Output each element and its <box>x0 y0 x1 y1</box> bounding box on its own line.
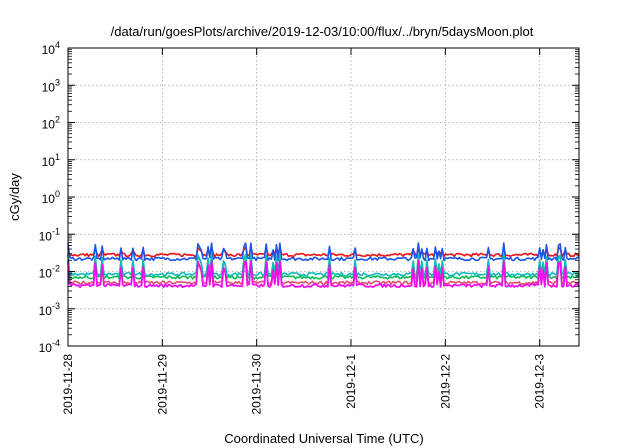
series-line <box>67 253 580 277</box>
y-tick-label-base: 10 <box>42 43 56 57</box>
y-axis-title: cGy/day <box>7 173 22 221</box>
y-tick-label: 100 <box>42 189 60 206</box>
series-line <box>67 242 580 262</box>
series-line <box>67 260 580 286</box>
y-tick-label-base: 10 <box>39 229 53 243</box>
y-tick-label-base: 10 <box>42 155 56 169</box>
y-tick-label-exponent: 2 <box>55 115 60 125</box>
y-tick-label: 10-4 <box>39 338 60 355</box>
y-tick-label: 10-3 <box>39 301 60 318</box>
x-tick-label: 2019-12-2 <box>438 354 452 409</box>
y-tick-label-exponent: 3 <box>55 77 60 87</box>
y-tick-label-exponent: -2 <box>52 264 60 274</box>
x-axis: 2019-11-28 2019-11-29 2019-11-30 2019-12-1 2… <box>61 48 547 415</box>
series-line <box>67 253 580 280</box>
y-tick-label-base: 10 <box>39 341 53 355</box>
y-tick-label-exponent: -4 <box>52 338 60 348</box>
y-tick-label: 10-1 <box>39 226 60 243</box>
y-tick-label: 103 <box>42 77 60 94</box>
y-tick-label-base: 10 <box>42 118 56 132</box>
y-tick-label-exponent: 4 <box>55 40 60 50</box>
series-line <box>67 260 580 289</box>
series-layer <box>67 242 580 289</box>
y-tick-label: 104 <box>42 40 60 57</box>
x-tick-label: 2019-12-3 <box>533 354 547 409</box>
y-tick-label-base: 10 <box>42 80 56 94</box>
y-tick-label-exponent: 0 <box>55 189 60 199</box>
y-tick-label-base: 10 <box>39 267 53 281</box>
x-axis-title: Coordinated Universal Time (UTC) <box>224 431 423 446</box>
y-tick-label: 102 <box>42 115 60 132</box>
x-tick-label: 2019-11-28 <box>61 354 75 415</box>
y-tick-label: 10-2 <box>39 264 60 281</box>
x-tick-label: 2019-11-29 <box>155 354 169 415</box>
x-tick-label: 2019-12-1 <box>344 354 358 409</box>
y-tick-label-exponent: -1 <box>52 226 60 236</box>
y-tick-label: 101 <box>42 152 60 169</box>
y-tick-label-base: 10 <box>42 192 56 206</box>
chart-title: /data/run/goesPlots/archive/2019-12-03/1… <box>111 24 534 39</box>
y-tick-label-exponent: 1 <box>55 152 60 162</box>
y-tick-label-exponent: -3 <box>52 301 60 311</box>
x-tick-label: 2019-11-30 <box>250 354 264 415</box>
y-tick-label-base: 10 <box>39 304 53 318</box>
series-line <box>67 246 580 258</box>
grid <box>68 48 579 346</box>
